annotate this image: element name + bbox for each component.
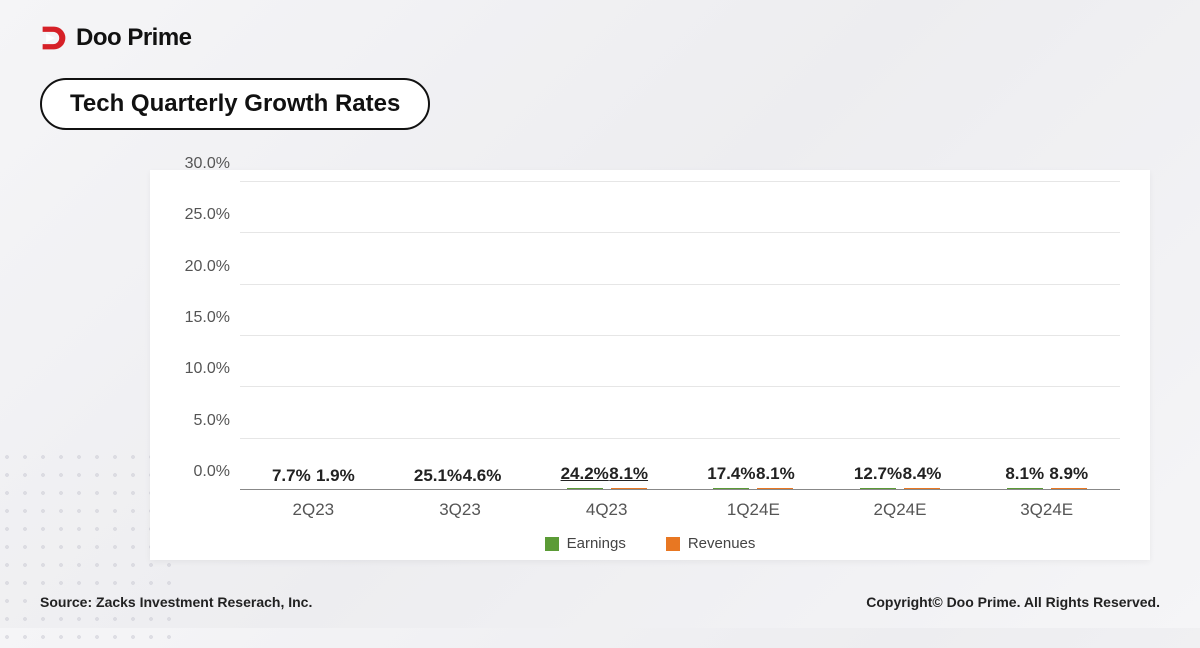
source-text: Source: Zacks Investment Reserach, Inc.: [40, 594, 312, 610]
legend-item-earnings: Earnings: [545, 535, 626, 552]
earnings-value-label: 12.7%: [854, 464, 902, 484]
earnings-value-label: 7.7%: [272, 466, 311, 486]
brand-logo: Doo Prime: [40, 24, 192, 52]
x-axis-labels: 2Q233Q234Q231Q24E2Q24E3Q24E: [240, 500, 1120, 520]
revenues-value-label: 8.9%: [1049, 464, 1088, 484]
gridline: [240, 181, 1120, 182]
x-tick-label: 3Q24E: [973, 500, 1120, 520]
x-tick-label: 3Q23: [387, 500, 534, 520]
gridline: [240, 489, 1120, 490]
revenues-value-label: 8.1%: [609, 464, 648, 484]
legend-label-revenues: Revenues: [688, 535, 756, 552]
x-tick-label: 2Q23: [240, 500, 387, 520]
bar-groups: 7.7%1.9%25.1%4.6%24.2%8.1%17.4%8.1%12.7%…: [240, 182, 1120, 490]
y-tick-label: 30.0%: [185, 155, 230, 173]
y-tick-label: 15.0%: [185, 309, 230, 327]
gridline: [240, 386, 1120, 387]
earnings-value-label: 8.1%: [1005, 464, 1044, 484]
bar-group: 8.1%8.9%: [973, 182, 1120, 490]
earnings-value-label: 24.2%: [561, 464, 609, 484]
brand-name: Doo Prime: [76, 24, 192, 52]
page-title: Tech Quarterly Growth Rates: [40, 78, 430, 130]
growth-chart: 7.7%1.9%25.1%4.6%24.2%8.1%17.4%8.1%12.7%…: [150, 170, 1150, 560]
legend-item-revenues: Revenues: [666, 535, 756, 552]
legend-swatch-revenues: [666, 537, 680, 551]
gridline: [240, 232, 1120, 233]
y-tick-label: 0.0%: [194, 463, 230, 481]
x-tick-label: 4Q23: [533, 500, 680, 520]
plot-area: 7.7%1.9%25.1%4.6%24.2%8.1%17.4%8.1%12.7%…: [240, 182, 1120, 490]
x-tick-label: 1Q24E: [680, 500, 827, 520]
revenues-value-label: 1.9%: [316, 466, 355, 486]
gridline: [240, 335, 1120, 336]
revenues-value-label: 8.4%: [903, 464, 942, 484]
earnings-value-label: 17.4%: [707, 464, 755, 484]
y-tick-label: 20.0%: [185, 258, 230, 276]
bar-group: 25.1%4.6%: [387, 182, 534, 490]
legend: Earnings Revenues: [150, 535, 1150, 552]
earnings-value-label: 25.1%: [414, 466, 462, 486]
y-tick-label: 10.0%: [185, 360, 230, 378]
gridline: [240, 438, 1120, 439]
y-tick-label: 25.0%: [185, 206, 230, 224]
copyright-text: Copyright© Doo Prime. All Rights Reserve…: [866, 594, 1160, 610]
revenues-value-label: 8.1%: [756, 464, 795, 484]
bar-group: 17.4%8.1%: [680, 182, 827, 490]
legend-swatch-earnings: [545, 537, 559, 551]
bar-group: 12.7%8.4%: [827, 182, 974, 490]
bar-group: 7.7%1.9%: [240, 182, 387, 490]
legend-label-earnings: Earnings: [567, 535, 626, 552]
revenues-value-label: 4.6%: [463, 466, 502, 486]
bar-group: 24.2%8.1%: [533, 182, 680, 490]
brand-mark-icon: [40, 24, 68, 52]
x-tick-label: 2Q24E: [827, 500, 974, 520]
y-tick-label: 5.0%: [194, 412, 230, 430]
gridline: [240, 284, 1120, 285]
